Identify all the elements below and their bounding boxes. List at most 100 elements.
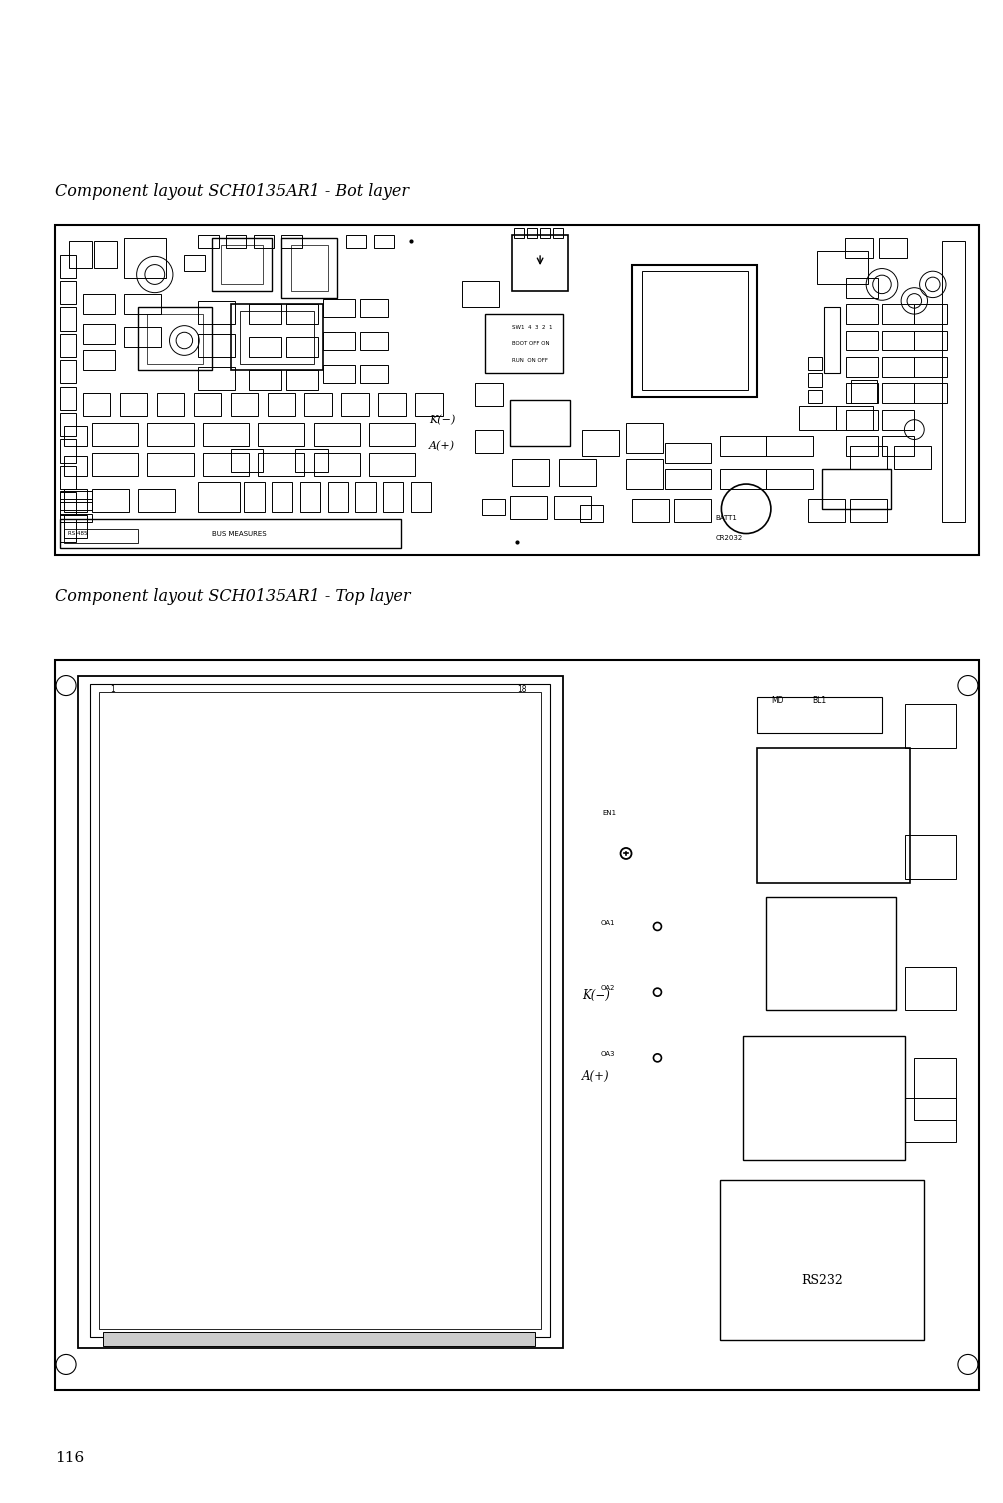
Bar bbox=[64, 516, 87, 538]
Bar bbox=[846, 410, 878, 430]
Bar bbox=[185, 254, 205, 271]
Bar bbox=[90, 684, 550, 1338]
Bar bbox=[138, 308, 212, 370]
Text: 18: 18 bbox=[517, 685, 526, 694]
Bar bbox=[664, 469, 710, 488]
Bar bbox=[323, 299, 355, 317]
Bar bbox=[851, 380, 877, 403]
Bar bbox=[822, 308, 840, 374]
Bar bbox=[845, 237, 872, 259]
Bar bbox=[93, 242, 116, 268]
Bar bbox=[290, 245, 327, 292]
Bar bbox=[359, 332, 387, 350]
Bar bbox=[194, 394, 221, 416]
Bar bbox=[359, 365, 387, 383]
Bar bbox=[82, 325, 115, 344]
Bar bbox=[512, 460, 549, 485]
Bar bbox=[765, 897, 895, 1010]
Bar bbox=[59, 519, 76, 541]
Bar bbox=[281, 234, 302, 248]
Bar bbox=[198, 334, 235, 358]
Bar bbox=[879, 237, 906, 259]
Bar bbox=[59, 514, 92, 522]
Bar bbox=[807, 374, 821, 386]
Bar bbox=[341, 394, 369, 416]
Text: K(−): K(−) bbox=[429, 415, 455, 425]
Text: 1: 1 bbox=[110, 685, 115, 694]
Bar bbox=[373, 234, 394, 248]
Bar bbox=[304, 394, 332, 416]
Bar bbox=[719, 1180, 923, 1341]
Bar bbox=[834, 406, 872, 430]
Bar bbox=[258, 422, 304, 446]
Bar bbox=[59, 386, 76, 410]
Bar bbox=[198, 367, 235, 389]
Bar bbox=[198, 482, 240, 513]
Bar bbox=[484, 314, 563, 374]
Bar bbox=[124, 328, 161, 347]
Bar bbox=[512, 234, 568, 292]
Text: 116: 116 bbox=[55, 1450, 84, 1465]
Bar bbox=[914, 304, 946, 325]
Bar bbox=[231, 449, 263, 472]
Bar bbox=[514, 228, 524, 237]
Bar bbox=[59, 502, 92, 511]
Bar bbox=[914, 331, 946, 350]
Bar bbox=[244, 482, 265, 513]
Bar bbox=[64, 529, 138, 544]
Bar bbox=[632, 265, 756, 397]
Bar bbox=[881, 331, 914, 350]
Bar bbox=[124, 295, 161, 314]
Text: OA1: OA1 bbox=[600, 920, 614, 926]
Bar bbox=[64, 488, 87, 513]
Bar bbox=[510, 496, 546, 519]
Bar bbox=[941, 242, 964, 522]
Bar bbox=[904, 966, 955, 1010]
Bar bbox=[59, 361, 76, 383]
Bar bbox=[673, 499, 710, 522]
Bar bbox=[756, 747, 909, 882]
Bar bbox=[82, 394, 110, 416]
Bar bbox=[553, 228, 563, 237]
Bar bbox=[82, 295, 115, 314]
Bar bbox=[254, 234, 274, 248]
Bar bbox=[742, 1036, 904, 1160]
Bar bbox=[92, 422, 138, 446]
Bar bbox=[59, 281, 76, 304]
Text: RS 485: RS 485 bbox=[68, 531, 88, 537]
Bar bbox=[475, 430, 503, 452]
Bar bbox=[807, 499, 845, 522]
Bar bbox=[554, 496, 591, 519]
Bar bbox=[846, 304, 878, 325]
Text: BOOT OFF ON: BOOT OFF ON bbox=[512, 341, 550, 346]
Bar bbox=[249, 370, 281, 389]
Text: Component layout SCH0135AR1 - Bot layer: Component layout SCH0135AR1 - Bot layer bbox=[55, 183, 408, 200]
Bar bbox=[78, 676, 563, 1348]
Bar bbox=[540, 228, 550, 237]
Bar bbox=[55, 225, 978, 555]
Bar bbox=[849, 499, 886, 522]
Bar bbox=[313, 452, 359, 476]
Bar bbox=[881, 383, 914, 403]
Bar bbox=[300, 482, 320, 513]
Text: BUS MEASURES: BUS MEASURES bbox=[213, 531, 267, 537]
Bar bbox=[92, 452, 138, 476]
Bar bbox=[481, 499, 505, 516]
Bar bbox=[798, 406, 834, 430]
Bar bbox=[846, 331, 878, 350]
Bar bbox=[846, 436, 878, 455]
Bar bbox=[626, 460, 662, 488]
Bar bbox=[846, 383, 878, 403]
Bar bbox=[147, 314, 203, 364]
Text: BL1: BL1 bbox=[811, 696, 826, 705]
Bar bbox=[641, 271, 747, 389]
Bar bbox=[99, 691, 541, 1330]
Bar bbox=[249, 304, 281, 325]
Bar bbox=[249, 337, 281, 358]
Bar bbox=[59, 490, 92, 499]
Bar bbox=[626, 422, 662, 452]
Bar bbox=[765, 469, 811, 488]
Text: OA3: OA3 bbox=[600, 1051, 614, 1057]
Bar bbox=[323, 332, 355, 350]
Bar bbox=[59, 493, 76, 516]
